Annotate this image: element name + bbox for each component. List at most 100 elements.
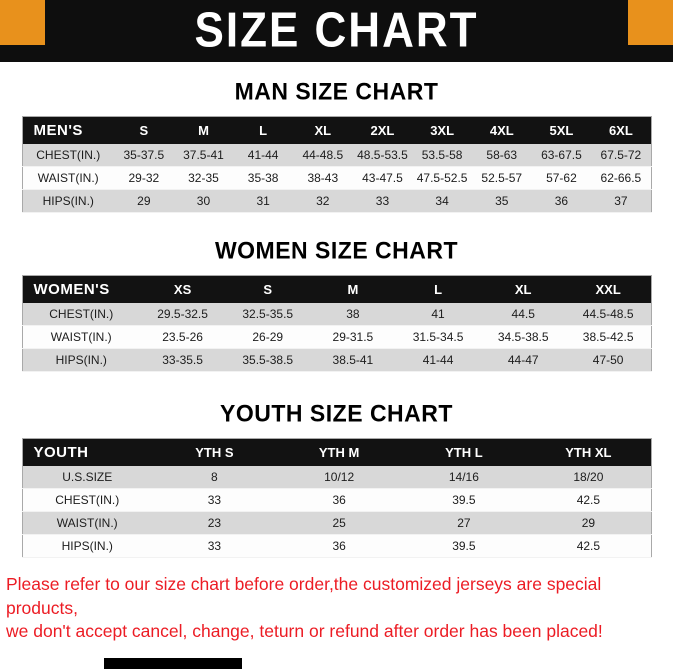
size-value-cell: 29-31.5 (332, 330, 374, 344)
size-value-cell: 63-67.5 (541, 148, 582, 162)
header-row: YOUTH YTH S YTH M YTH L YTH XL (22, 438, 651, 466)
corner-accent-left (0, 0, 45, 45)
size-value-cell: 29.5-32.5 (157, 307, 208, 321)
size-value-cell: 38-43 (307, 171, 339, 185)
size-value-cell: 26-29 (252, 330, 284, 344)
size-value-cell: 33 (207, 493, 222, 507)
row-label: WAIST(IN.) (50, 330, 112, 344)
size-value-cell: 27 (457, 516, 471, 530)
size-value-cell: 29-32 (128, 171, 160, 185)
column-header: XXL (565, 275, 651, 303)
size-value-cell: 35 (495, 194, 509, 208)
corner-accent-right (628, 0, 673, 45)
column-header: YTH M (276, 438, 402, 466)
row-label: HIPS(IN.) (55, 353, 107, 367)
column-header: XL (292, 116, 353, 144)
size-value-cell: 32 (316, 194, 330, 208)
header-row: MEN'S S M L XL 2XL 3XL 4XL 5XL 6XL (22, 116, 651, 144)
bottom-crop-bar (104, 658, 242, 669)
column-header: XL (480, 275, 566, 303)
column-header: S (225, 275, 311, 303)
size-value-cell: 35.5-38.5 (242, 353, 294, 367)
table-row: WAIST(IN.) 23 25 27 29 (22, 511, 651, 535)
size-value-cell: 39.5 (452, 493, 476, 507)
size-value-cell: 36 (332, 539, 346, 553)
youth-size-chart-section: YOUTH SIZE CHART YOUTH YTH S YTH M YTH L YTH… (0, 399, 673, 558)
size-value-cell: 31.5-34.5 (412, 330, 464, 344)
size-value-cell: 39.5 (452, 539, 476, 553)
size-value-cell: 67.5-72 (600, 148, 642, 162)
table-row: WAIST(IN.) 23.5-26 26-29 29-31.5 31.5-34.5 34… (22, 325, 651, 349)
size-value-cell: 33-35.5 (162, 353, 203, 367)
column-header: M (173, 116, 234, 144)
section-title-youth: YOUTH SIZE CHART (220, 399, 453, 427)
size-value-cell: 30 (196, 194, 211, 208)
size-value-cell: 44-47 (507, 353, 539, 367)
row-label: WAIST(IN.) (37, 171, 99, 185)
row-label: HIPS(IN.) (42, 194, 94, 208)
women-size-chart-section: WOMEN SIZE CHART WOMEN'S XS S M L XL XXL CHEST(… (0, 236, 673, 372)
column-header: 2XL (352, 116, 413, 144)
column-header: S (114, 116, 174, 144)
disclaimer: Please refer to our size chart before or… (6, 573, 665, 644)
size-value-cell: 35-38 (247, 171, 279, 185)
size-value-cell: 37 (614, 194, 628, 208)
size-value-cell: 62-66.5 (600, 171, 642, 185)
page-title: SIZE CHART (194, 3, 479, 58)
column-header: M (310, 275, 396, 303)
size-value-cell: 37.5-41 (183, 148, 224, 162)
column-header: L (395, 275, 481, 303)
disclaimer-line-2: we don't accept cancel, change, teturn o… (6, 621, 603, 642)
section-title-women: WOMEN SIZE CHART (214, 236, 459, 264)
table-row: HIPS(IN.) 33-35.5 35.5-38.5 38.5-41 41-44 44-… (22, 348, 651, 372)
size-value-cell: 44-48.5 (302, 148, 344, 162)
size-value-cell: 14/16 (448, 470, 479, 484)
column-header: L (233, 116, 293, 144)
column-header: 6XL (591, 116, 651, 144)
size-value-cell: 44.5 (511, 307, 535, 321)
column-header: 3XL (412, 116, 472, 144)
row-label: WAIST(IN.) (56, 516, 118, 530)
table-row: WAIST(IN.) 29-32 32-35 35-38 38-43 43-47.5 47.… (22, 166, 651, 190)
disclaimer-line-1: Please refer to our size chart before or… (6, 574, 602, 618)
size-value-cell: 31 (256, 194, 270, 208)
row-label: HIPS(IN.) (61, 539, 113, 553)
table-title-cell: YOUTH (22, 438, 152, 466)
section-title-man: MAN SIZE CHART (234, 77, 439, 105)
table-row: HIPS(IN.) 33 36 39.5 42.5 (22, 534, 651, 558)
size-chart-banner: SIZE CHART (0, 0, 673, 62)
size-value-cell: 35-37.5 (123, 148, 165, 162)
table-title-cell: MEN'S (22, 116, 114, 144)
column-header: XS (140, 275, 226, 303)
size-value-cell: 34.5-38.5 (497, 330, 549, 344)
row-label: CHEST(IN.) (55, 493, 120, 507)
size-value-cell: 23 (207, 516, 222, 530)
header-row: WOMEN'S XS S M L XL XXL (22, 275, 651, 303)
women-size-table: WOMEN'S XS S M L XL XXL CHEST(IN.) 29.5-32.5 32.5… (21, 275, 652, 372)
size-value-cell: 41-44 (422, 353, 454, 367)
size-value-cell: 33 (207, 539, 222, 553)
size-value-cell: 29 (581, 516, 596, 530)
size-value-cell: 36 (554, 194, 569, 208)
size-value-cell: 47-50 (592, 353, 624, 367)
column-header: 5XL (531, 116, 592, 144)
column-header: YTH S (152, 438, 277, 466)
row-label: CHEST(IN.) (49, 307, 114, 321)
size-value-cell: 48.5-53.5 (357, 148, 408, 162)
table-row: CHEST(IN.) 33 36 39.5 42.5 (22, 488, 651, 512)
size-value-cell: 29 (137, 194, 151, 208)
size-value-cell: 42.5 (576, 493, 601, 507)
size-value-cell: 18/20 (573, 470, 604, 484)
size-value-cell: 41 (431, 307, 445, 321)
column-header: YTH XL (526, 438, 651, 466)
size-value-cell: 33 (375, 194, 390, 208)
size-value-cell: 38.5-41 (332, 353, 374, 367)
size-value-cell: 41-44 (247, 148, 279, 162)
table-row: CHEST(IN.) 29.5-32.5 32.5-35.5 38 41 44.5 44.5… (22, 303, 651, 326)
size-value-cell: 32-35 (188, 171, 219, 185)
size-value-cell: 42.5 (576, 539, 601, 553)
men-size-table: MEN'S S M L XL 2XL 3XL 4XL 5XL 6XL CHEST(IN.) 35-37… (21, 116, 652, 213)
size-value-cell: 47.5-52.5 (416, 171, 468, 185)
youth-size-table: YOUTH YTH S YTH M YTH L YTH XL U.S.SIZE 8 10/12… (21, 438, 652, 558)
man-size-chart-section: MAN SIZE CHART MEN'S S M L XL 2XL 3XL 4XL 5XL 6XL… (0, 77, 673, 213)
